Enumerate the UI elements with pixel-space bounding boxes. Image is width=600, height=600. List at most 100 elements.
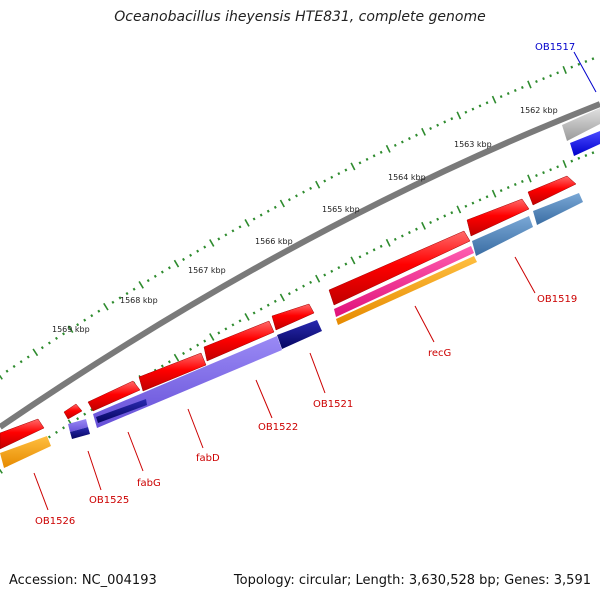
- outer-tick-69: [485, 101, 489, 105]
- gene-label-fabd[interactable]: fabD: [196, 453, 220, 464]
- outer-tick-81: [570, 65, 574, 69]
- hit-slateblue-small: [68, 419, 88, 432]
- outer-tick-29: [203, 245, 207, 249]
- cds-arrow-fabd[interactable]: [138, 352, 207, 392]
- inner-tick-37: [259, 307, 263, 311]
- inner-tick-12: [83, 412, 87, 416]
- inner-tick-82: [577, 156, 581, 160]
- hit-navy-small: [70, 427, 90, 439]
- inner-tick-60: [421, 221, 426, 230]
- outer-tick-31: [217, 237, 221, 241]
- inner-tick-43: [302, 284, 305, 288]
- gene-label-recg[interactable]: recG: [428, 348, 451, 359]
- inner-tick-62: [436, 217, 440, 221]
- inner-tick-71: [499, 189, 503, 193]
- cds-arrow-ob1519a[interactable]: [527, 175, 577, 206]
- outer-tick-24: [167, 266, 171, 270]
- scale-label-1562: 1562 kbp: [520, 106, 558, 115]
- outer-tick-45: [315, 180, 321, 189]
- outer-tick-37: [259, 213, 263, 217]
- outer-tick-12: [83, 318, 87, 322]
- inner-tick-48: [337, 266, 341, 270]
- inner-tick-24: [167, 360, 171, 364]
- inner-tick-26: [182, 351, 186, 355]
- inner-tick-69: [485, 195, 489, 199]
- outer-tick-4: [26, 355, 30, 359]
- inner-tick-44: [309, 280, 313, 284]
- outer-tick-60: [421, 127, 426, 136]
- inner-tick-51: [358, 255, 362, 259]
- inner-tick-52: [365, 251, 369, 255]
- gene-label-fabg[interactable]: fabG: [137, 478, 161, 489]
- outer-tick-75: [527, 80, 532, 89]
- outer-tick-55: [385, 144, 391, 153]
- outer-tick-50: [350, 162, 356, 171]
- gene-label-ob1522[interactable]: OB1522: [258, 422, 298, 433]
- outer-tick-84: [591, 57, 595, 61]
- outer-tick-62: [436, 123, 440, 127]
- cds-arrow-ob1525[interactable]: [63, 403, 83, 420]
- inner-tick-30: [209, 333, 215, 341]
- cds-arrow-recg[interactable]: [328, 230, 471, 306]
- outer-tick-32: [224, 233, 228, 237]
- inner-tick-13: [90, 408, 94, 412]
- cds-arrow-ob1521[interactable]: [271, 303, 315, 331]
- outer-scale-ticks: [0, 57, 595, 380]
- outer-tick-23: [160, 270, 164, 274]
- gene-label-ob1525[interactable]: OB1525: [89, 495, 129, 506]
- hit-steelblue-2: [472, 216, 533, 256]
- inner-tick-40: [279, 293, 285, 302]
- inner-tick-39: [273, 299, 277, 303]
- inner-tick-34: [238, 319, 242, 323]
- scale-label-1566: 1566 kbp: [255, 237, 293, 246]
- inner-tick-73: [513, 183, 517, 187]
- outer-tick-57: [400, 140, 404, 144]
- outer-tick-83: [584, 60, 588, 63]
- inner-tick-81: [570, 159, 574, 163]
- cds-track: [0, 175, 577, 450]
- inner-tick-57: [400, 234, 404, 238]
- inner-tick-55: [385, 238, 391, 247]
- inner-tick-80: [562, 159, 567, 168]
- cds-arrow-ob1526[interactable]: [0, 418, 45, 450]
- cds-arrow-ob1519b[interactable]: [466, 198, 530, 237]
- cds-arrow-fabg[interactable]: [87, 380, 141, 412]
- inner-tick-7: [47, 435, 51, 439]
- outer-tick-72: [506, 92, 510, 96]
- inner-tick-64: [450, 211, 454, 215]
- inner-tick-70: [491, 189, 497, 198]
- outer-tick-67: [471, 107, 475, 111]
- gene-label-ob1526[interactable]: OB1526: [35, 516, 75, 527]
- inner-tick-63: [443, 214, 447, 218]
- outer-tick-78: [549, 74, 552, 78]
- outer-tick-56: [393, 143, 397, 147]
- outer-tick-82: [577, 62, 581, 66]
- inner-tick-45: [315, 274, 321, 283]
- gene-label-ob1517[interactable]: OB1517: [535, 42, 575, 53]
- outer-tick-22: [153, 274, 157, 278]
- outer-tick-52: [365, 157, 369, 161]
- inner-tick-28: [196, 343, 200, 347]
- outer-tick-54: [379, 150, 383, 154]
- inner-tick-8: [54, 430, 58, 434]
- outer-tick-63: [443, 120, 447, 124]
- outer-tick-66: [464, 110, 468, 114]
- outer-tick-47: [330, 175, 334, 179]
- cds-arrow-ob1522[interactable]: [203, 320, 275, 362]
- scale-label-1567: 1567 kbp: [188, 266, 226, 275]
- inner-tick-84: [591, 151, 595, 155]
- inner-tick-32: [224, 327, 228, 331]
- inner-tick-23: [160, 364, 164, 368]
- inner-tick-78: [549, 168, 552, 172]
- outer-tick-14: [97, 309, 101, 313]
- outer-tick-43: [302, 190, 305, 194]
- inner-tick-25: [173, 353, 180, 362]
- outer-tick-41: [287, 198, 291, 202]
- gene-label-ob1521[interactable]: OB1521: [313, 399, 353, 410]
- gene-label-ob1519[interactable]: OB1519: [537, 294, 577, 305]
- outer-tick-79: [556, 71, 560, 75]
- scale-label-1563: 1563 kbp: [454, 140, 492, 149]
- inner-tick-65: [456, 205, 462, 214]
- outer-tick-16: [111, 300, 115, 304]
